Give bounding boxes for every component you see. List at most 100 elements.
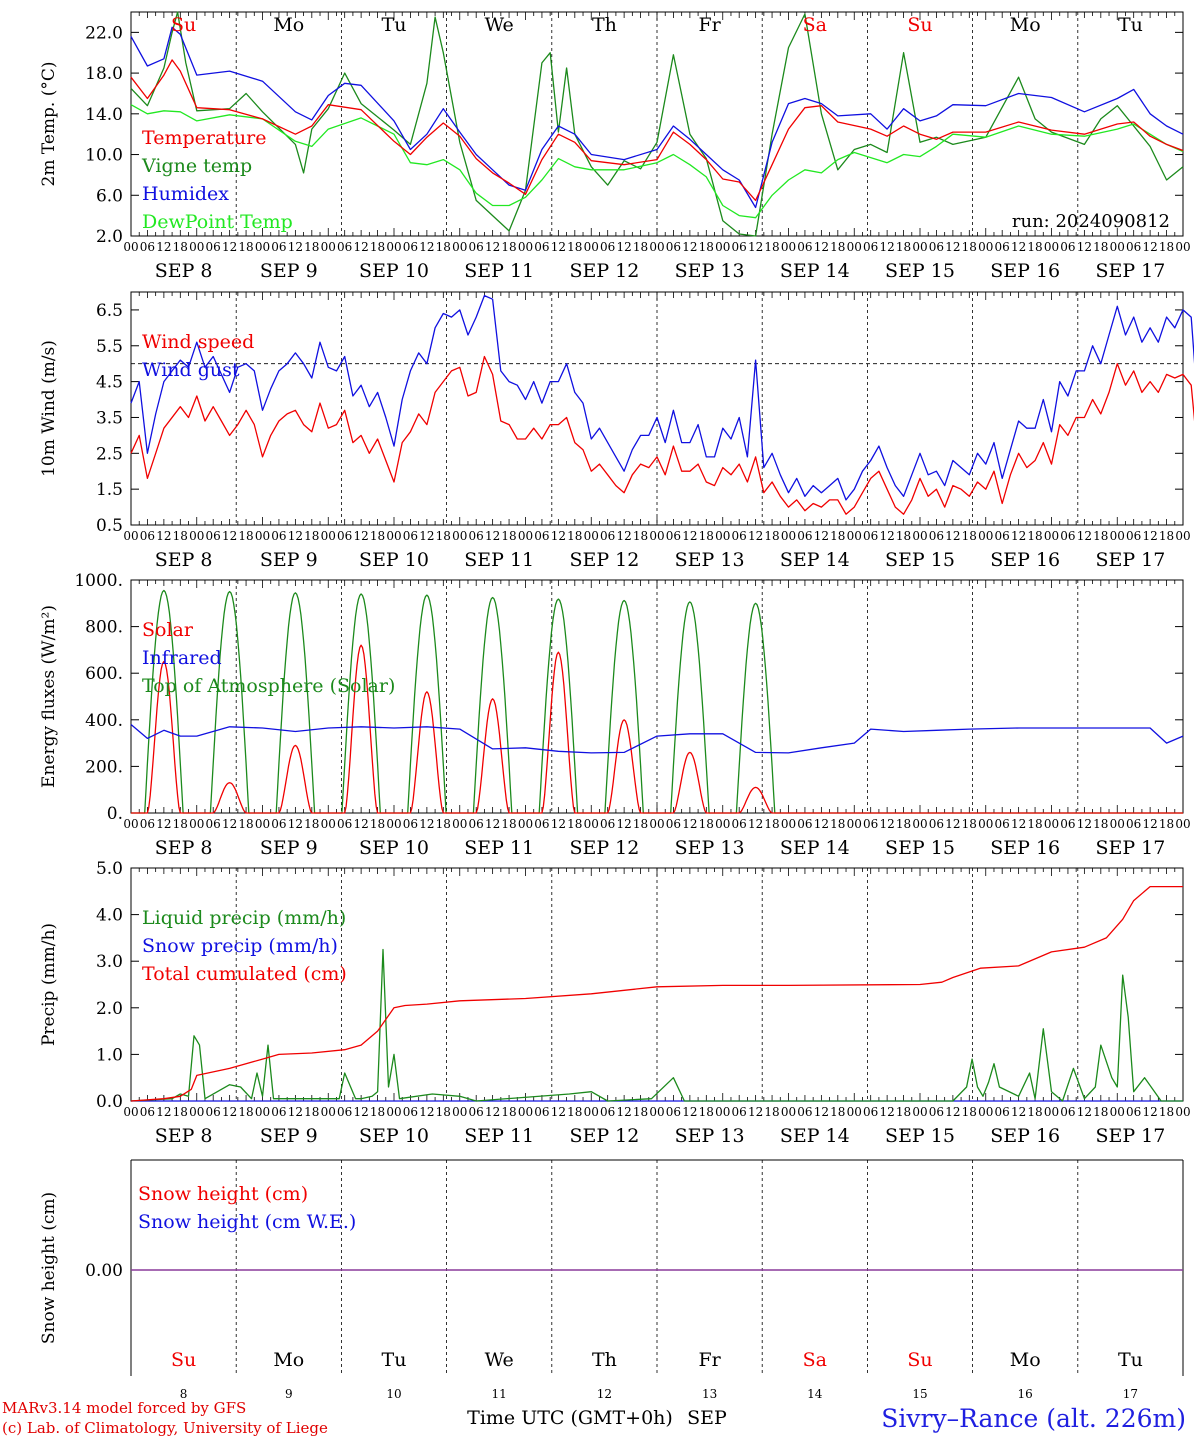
hour-tick-label: 00: [1110, 817, 1125, 831]
hour-tick-label: 18: [238, 529, 253, 543]
hour-tick-label: 06: [995, 240, 1010, 254]
y-tick-label: 2.0: [96, 227, 123, 247]
hour-tick-label: 18: [567, 240, 582, 254]
hour-tick-label: 00: [781, 240, 796, 254]
hour-tick-label: 12: [551, 1105, 566, 1119]
hour-tick-label: 00: [912, 529, 927, 543]
hour-tick-label: 18: [699, 817, 714, 831]
precip-panel: 0.0 1.0 2.0 3.0 4.0 5.0 Precip (mm/h) Liquid pr…: [39, 859, 1191, 1147]
hour-tick-label: 18: [1027, 817, 1042, 831]
hour-tick-label: 06: [469, 240, 484, 254]
hour-tick-label: 18: [962, 529, 977, 543]
hour-tick-label: 12: [879, 240, 894, 254]
legend-entry: Wind gust: [142, 359, 240, 381]
hour-tick-label: 18: [1027, 240, 1042, 254]
date-label: SEP 10: [359, 549, 429, 571]
hour-tick-label: 06: [140, 240, 155, 254]
date-label: SEP 17: [1095, 837, 1165, 859]
hour-tick-label: 06: [797, 1105, 812, 1119]
hour-tick-label: 18: [238, 817, 253, 831]
hour-tick-label: 00: [123, 1105, 138, 1119]
hour-tick-label: 00: [255, 240, 270, 254]
hour-tick-label: 06: [995, 529, 1010, 543]
legend-entry: Humidex: [142, 183, 229, 205]
hour-tick-label: 00: [123, 529, 138, 543]
hour-tick-label: 12: [682, 240, 697, 254]
date-label: SEP 12: [569, 549, 639, 571]
hour-tick-label: 00: [189, 1105, 204, 1119]
hour-tick-label: 00: [386, 1105, 401, 1119]
y-tick-label: 0.0: [96, 1092, 123, 1112]
date-label: SEP 8: [155, 549, 213, 571]
hour-tick-label: 06: [534, 240, 549, 254]
hour-tick-label: 12: [814, 240, 829, 254]
hour-tick-label: 06: [600, 240, 615, 254]
day-number-label: 15: [912, 1387, 927, 1401]
hour-tick-label: 06: [1126, 1105, 1141, 1119]
hour-tick-label: 12: [1077, 817, 1092, 831]
hour-tick-label: 06: [469, 817, 484, 831]
date-label: SEP 9: [260, 1125, 318, 1147]
legend-entry: Solar: [142, 619, 194, 641]
hour-tick-label: 18: [830, 1105, 845, 1119]
hour-tick-label: 18: [173, 817, 188, 831]
legend-entry: Temperature: [142, 127, 266, 149]
hour-tick-label: 06: [469, 529, 484, 543]
day-number-label: 17: [1123, 1387, 1138, 1401]
hour-tick-label: 06: [732, 529, 747, 543]
hour-tick-label: 12: [1142, 1105, 1157, 1119]
date-label: SEP 17: [1095, 260, 1165, 282]
y-tick-label: 14.0: [85, 105, 123, 125]
hour-tick-label: 06: [863, 1105, 878, 1119]
y-tick-label: 4.5: [96, 373, 123, 393]
hour-tick-label: 12: [1142, 817, 1157, 831]
hour-tick-label: 18: [567, 529, 582, 543]
weekday-label: Su: [907, 1349, 932, 1371]
hour-tick-label: 00: [649, 1105, 664, 1119]
hour-tick-label: 12: [748, 240, 763, 254]
date-label: SEP 12: [569, 1125, 639, 1147]
hour-tick-label: 06: [1060, 817, 1075, 831]
hour-tick-label: 06: [797, 240, 812, 254]
hour-tick-label: 12: [156, 817, 171, 831]
hour-tick-label: 18: [173, 1105, 188, 1119]
hour-tick-label: 00: [781, 529, 796, 543]
weekday-label: Su: [907, 14, 932, 36]
hour-tick-label: 00: [123, 817, 138, 831]
hour-tick-label: 06: [666, 240, 681, 254]
day-number-label: 16: [1018, 1387, 1033, 1401]
hour-tick-label: 00: [1044, 1105, 1059, 1119]
hour-tick-label: 00: [386, 240, 401, 254]
hour-tick-label: 06: [337, 817, 352, 831]
hour-tick-label: 00: [584, 1105, 599, 1119]
hour-tick-label: 06: [469, 1105, 484, 1119]
legend-entry: Total cumulated (cm): [142, 963, 347, 985]
hour-tick-label: 12: [1011, 529, 1026, 543]
hour-tick-label: 06: [995, 1105, 1010, 1119]
hour-tick-label: 06: [271, 529, 286, 543]
hour-tick-label: 18: [1093, 240, 1108, 254]
hour-tick-label: 18: [436, 529, 451, 543]
meteogram-panels: 2.0 6.0 10.0 14.0 18.0 22.0 2m Temp. (°C) Su Mo T…: [39, 11, 1194, 1429]
y-tick-label: 6.5: [96, 301, 123, 321]
hour-tick-label: 00: [255, 529, 270, 543]
hour-tick-label: 06: [403, 240, 418, 254]
hour-tick-label: 00: [715, 529, 730, 543]
legend-entry: Liquid precip (mm/h): [142, 907, 346, 929]
date-label: SEP 16: [990, 1125, 1060, 1147]
hour-tick-label: 06: [206, 817, 221, 831]
hour-tick-label: 18: [962, 817, 977, 831]
hour-tick-label: 06: [271, 1105, 286, 1119]
hour-tick-label: 18: [1027, 1105, 1042, 1119]
legend-entry: Snow height (cm W.E.): [138, 1211, 356, 1233]
hour-tick-label: 18: [173, 240, 188, 254]
hour-tick-label: 00: [518, 240, 533, 254]
hour-tick-label: 06: [337, 240, 352, 254]
date-label: SEP 11: [464, 260, 534, 282]
hour-tick-label: 12: [222, 240, 237, 254]
hour-tick-label: 12: [879, 817, 894, 831]
date-label: SEP 17: [1095, 1125, 1165, 1147]
hour-tick-label: 18: [238, 240, 253, 254]
hour-tick-label: 06: [140, 1105, 155, 1119]
hour-tick-label: 12: [879, 1105, 894, 1119]
